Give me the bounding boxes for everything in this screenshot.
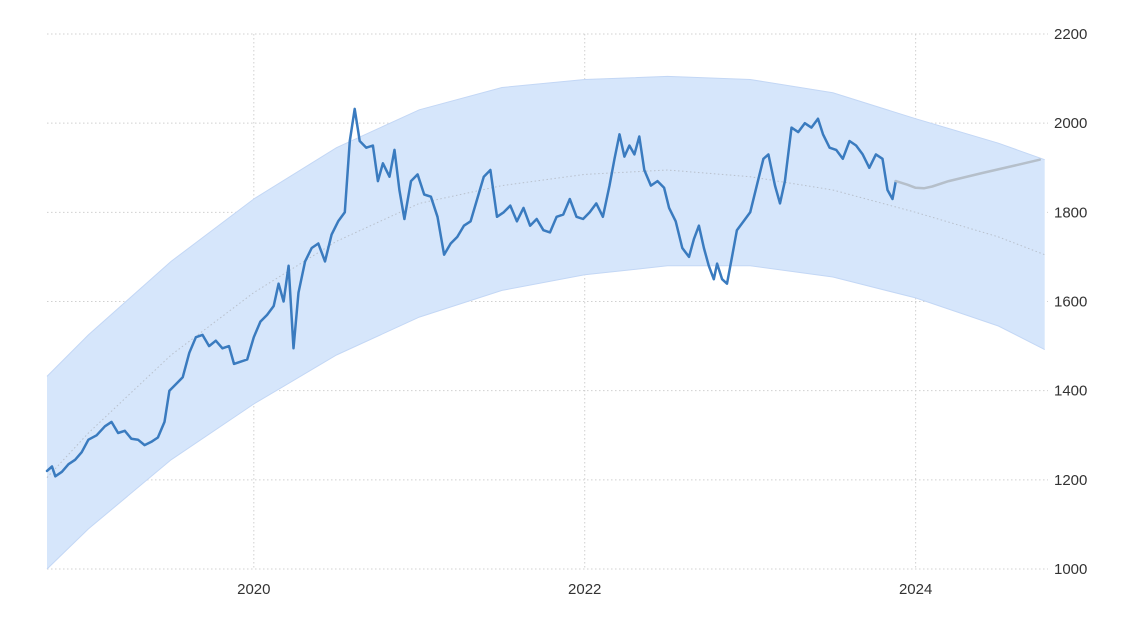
y-axis: 1000 1200 1400 1600 1800 2000 2200: [1054, 26, 1087, 578]
y-tick-label-1600: 1600: [1054, 294, 1087, 311]
trend-center-line: [46, 169, 1045, 478]
x-tick-label-2024: 2024: [899, 581, 932, 598]
trend-line: [46, 169, 1045, 478]
x-axis: 2020 2022 2024: [237, 581, 932, 598]
trend-band-lower-edge: [46, 265, 1045, 570]
x-tick-label-2022: 2022: [568, 581, 601, 598]
trend-band: [46, 75, 1045, 570]
x-tick-label-2020: 2020: [237, 581, 270, 598]
y-tick-label-1000: 1000: [1054, 561, 1087, 578]
y-tick-label-1400: 1400: [1054, 383, 1087, 400]
series-lines: [45, 107, 1041, 478]
y-tick-label-1800: 1800: [1054, 204, 1087, 221]
forecast-line: [894, 158, 1041, 190]
price-line: [45, 107, 898, 478]
trend-band-area: [47, 76, 1045, 570]
y-tick-label-2000: 2000: [1054, 115, 1087, 132]
trend-band-upper-edge: [46, 75, 1045, 377]
y-tick-label-2200: 2200: [1054, 26, 1087, 43]
y-tick-label-1200: 1200: [1054, 472, 1087, 489]
